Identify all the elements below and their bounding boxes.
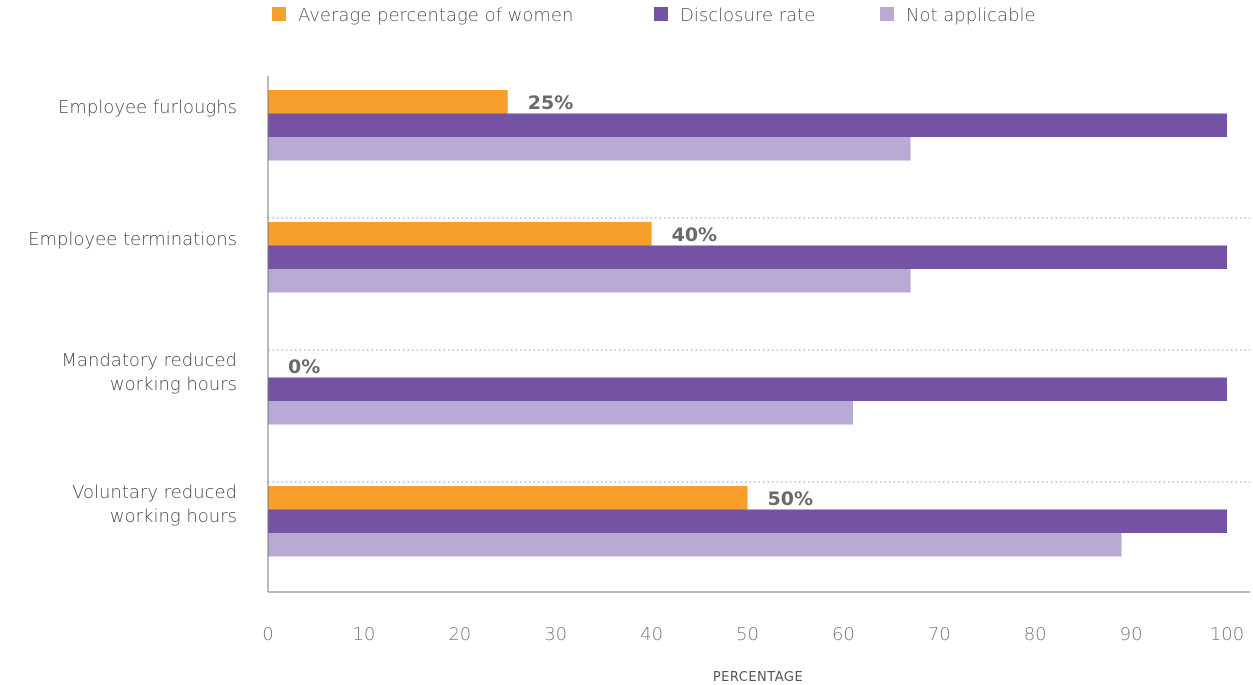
x-axis-title: PERCENTAGE — [713, 670, 803, 685]
bar-2-2 — [268, 401, 853, 425]
legend: Average percentage of women Disclosure ra… — [272, 5, 1036, 26]
bar-2-3 — [268, 533, 1122, 557]
x-tick-30: 30 — [544, 624, 567, 645]
legend-swatch-2 — [880, 7, 894, 21]
x-tick-80: 80 — [1024, 624, 1047, 645]
legend-swatch-1 — [654, 7, 668, 21]
data-labels: 25% 40% 0% 50% — [288, 92, 813, 510]
bar-0-0 — [268, 90, 508, 114]
legend-label-1: Disclosure rate — [680, 5, 815, 26]
x-tick-50: 50 — [736, 624, 759, 645]
x-tick-10: 10 — [352, 624, 375, 645]
x-tick-0: 0 — [262, 624, 273, 645]
category-separators — [268, 217, 1250, 483]
bar-2-0 — [268, 137, 911, 161]
data-label-1: 40% — [672, 224, 717, 246]
legend-label-2: Not applicable — [906, 5, 1036, 26]
bar-1-0 — [268, 113, 1227, 137]
bar-2-1 — [268, 269, 911, 293]
bar-1-1 — [268, 245, 1227, 269]
bar-1-3 — [268, 509, 1227, 533]
legend-label-0: Average percentage of women — [298, 5, 573, 26]
x-tick-40: 40 — [640, 624, 663, 645]
bar-1-2 — [268, 377, 1227, 401]
category-labels: Employee furloughs Employee terminations M… — [28, 97, 237, 527]
category-label-1: Employee terminations — [28, 229, 237, 250]
x-tick-20: 20 — [448, 624, 471, 645]
axes — [267, 76, 1250, 593]
x-tick-90: 90 — [1120, 624, 1143, 645]
bar-0-1 — [268, 222, 652, 246]
x-tick-labels: 0 10 20 30 40 50 60 70 80 90 100 — [262, 624, 1244, 645]
bar-0-3 — [268, 486, 748, 510]
x-tick-60: 60 — [832, 624, 855, 645]
x-tick-100: 100 — [1210, 624, 1244, 645]
data-label-0: 25% — [528, 92, 573, 114]
category-label-0: Employee furloughs — [58, 97, 237, 118]
bars — [268, 90, 1227, 557]
x-tick-70: 70 — [928, 624, 951, 645]
legend-swatch-0 — [272, 7, 286, 21]
data-label-3: 50% — [768, 488, 813, 510]
data-label-2: 0% — [288, 356, 320, 378]
category-label-2: Mandatory reduced working hours — [61, 350, 237, 395]
category-label-3: Voluntary reduced working hours — [72, 482, 237, 527]
